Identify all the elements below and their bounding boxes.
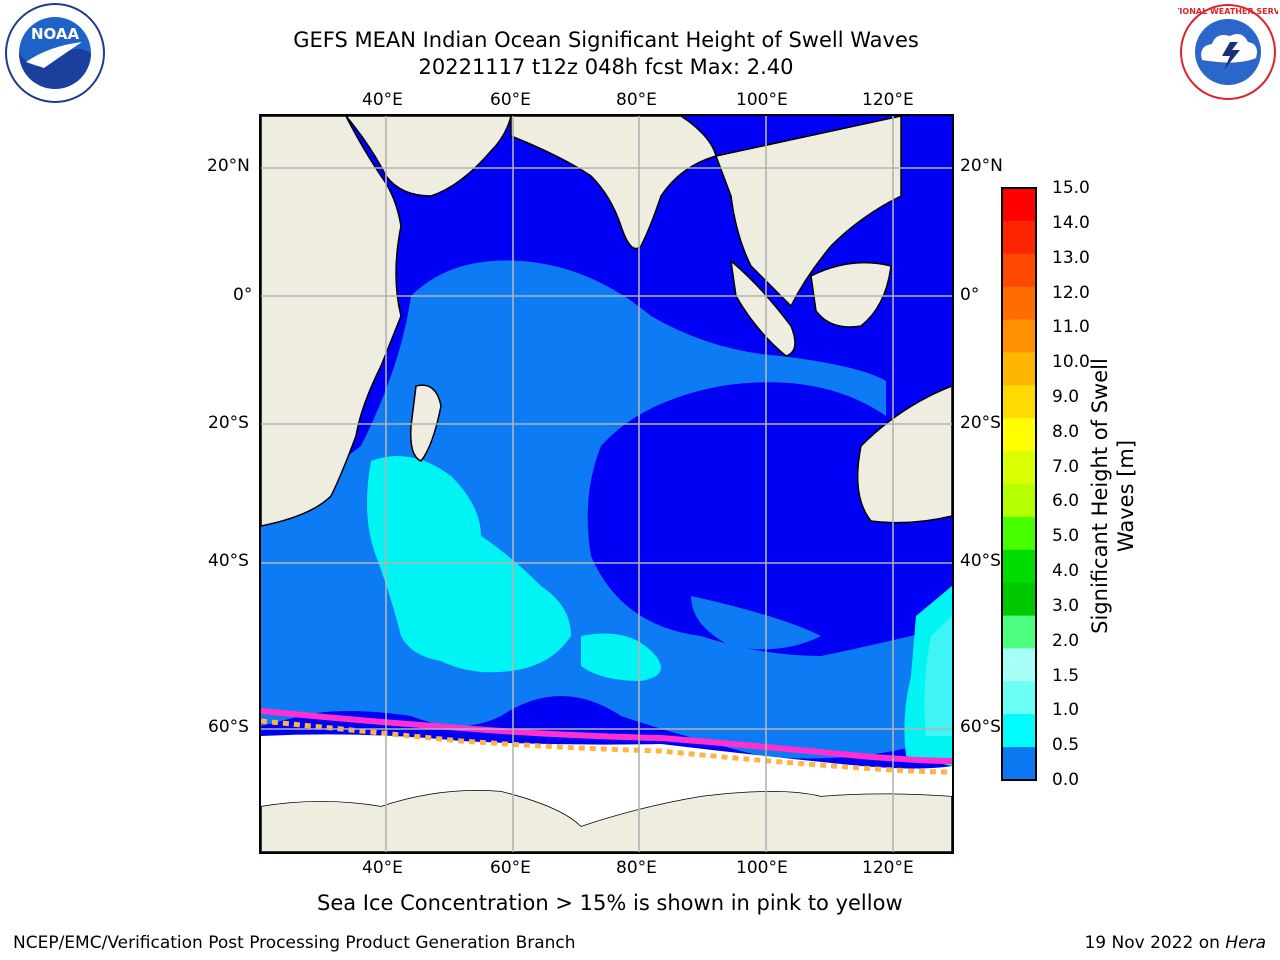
colorbar-tick-label: 2.0 (1052, 630, 1080, 651)
map-canvas (261, 116, 952, 852)
colorbar-cell (1002, 484, 1036, 518)
footer-right: 19 Nov 2022 on Hera (1084, 933, 1266, 953)
nws-logo-text: NATIONAL WEATHER SERVICE (1178, 7, 1278, 16)
colorbar-tick-label: 14.0 (1052, 212, 1090, 233)
bottom-lon-label-40e: 40°E (362, 858, 403, 878)
sea-ice-caption: Sea Ice Concentration > 15% is shown in … (317, 891, 903, 915)
noaa-logo: NOAA (5, 3, 105, 103)
colorbar-cell (1002, 253, 1036, 288)
left-lat-label-60s: 60°S (208, 717, 249, 737)
sea-ice-zone (261, 734, 952, 826)
swell-1.5-2m-peak (924, 616, 952, 736)
colorbar-tick-label: 9.0 (1052, 386, 1080, 407)
colorbar-tick-label: 5.0 (1052, 526, 1080, 547)
colorbar-cell (1002, 319, 1036, 353)
colorbar-title-line1: Significant Height of Swell (1088, 358, 1112, 634)
bottom-lon-label-60e: 60°E (490, 858, 531, 878)
swell-1-1.5m-southwest (367, 456, 571, 673)
top-lon-label-100e: 100°E (736, 90, 788, 110)
swell-1-1.5m-kerguelen (581, 633, 661, 681)
colorbar-cell (1002, 220, 1036, 255)
colorbar-cell (1002, 615, 1036, 649)
colorbar-tick-label: 3.0 (1052, 595, 1080, 616)
bottom-lon-label-100e: 100°E (736, 858, 788, 878)
colorbar-cell (1002, 188, 1036, 222)
right-lat-label-20s: 20°S (960, 413, 1001, 433)
australia-land (856, 385, 952, 524)
colorbar-tick-label: 1.0 (1052, 700, 1080, 721)
arabia-land (345, 116, 512, 197)
right-lat-label-0: 0° (960, 285, 980, 305)
colorbar (1001, 187, 1037, 781)
map-frame (259, 114, 954, 854)
colorbar-tick-label: 12.0 (1052, 282, 1090, 303)
colorbar-tick-label: 6.0 (1052, 491, 1080, 512)
footer-date: 19 Nov 2022 on (1084, 933, 1226, 953)
colorbar-cell (1002, 582, 1036, 617)
right-lat-label-20n: 20°N (960, 156, 1003, 176)
left-lat-label-20s: 20°S (208, 413, 249, 433)
colorbar-title: Significant Height of Swell Waves [m] (1073, 320, 1153, 660)
colorbar-tick-label: 13.0 (1052, 247, 1090, 268)
colorbar-tick-label: 0.5 (1052, 735, 1080, 756)
colorbar-tick-label: 10.0 (1052, 352, 1090, 373)
indochina-land (714, 116, 902, 308)
colorbar-cell (1002, 714, 1036, 748)
colorbar-tick-label: 0.0 (1052, 770, 1080, 790)
top-lon-label-80e: 80°E (616, 90, 657, 110)
nws-logo: NATIONAL WEATHER SERVICE (1178, 4, 1278, 100)
colorbar-cell (1002, 385, 1036, 419)
map-title: GEFS MEAN Indian Ocean Significant Heigh… (293, 28, 919, 52)
noaa-logo-text: NOAA (31, 25, 80, 43)
left-lat-label-40s: 40°S (208, 551, 249, 571)
bottom-lon-label-80e: 80°E (616, 858, 657, 878)
bottom-lon-label-120e: 120°E (862, 858, 914, 878)
sea-ice-edge-orange (261, 718, 952, 775)
madagascar-land (409, 384, 442, 462)
colorbar-tick-label: 15.0 (1052, 178, 1090, 198)
left-lat-label-20n: 20°N (207, 156, 250, 176)
top-lon-label-120e: 120°E (862, 90, 914, 110)
colorbar-cell (1002, 681, 1036, 715)
right-lat-label-60s: 60°S (960, 717, 1001, 737)
sea-ice-edge-pink (261, 708, 952, 764)
colorbar-tick-label: 1.5 (1052, 665, 1080, 686)
sumatra-land (729, 259, 796, 357)
right-lat-label-40s: 40°S (960, 551, 1001, 571)
colorbar-cell (1002, 286, 1036, 321)
colorbar-tick-label: 4.0 (1052, 561, 1080, 582)
colorbar-cell (1002, 418, 1036, 452)
top-lon-label-40e: 40°E (362, 90, 403, 110)
footer-left: NCEP/EMC/Verification Post Processing Pr… (13, 933, 576, 953)
colorbar-cell (1002, 747, 1036, 781)
swell-0.5-1m-south (691, 596, 821, 650)
graticule (261, 116, 952, 852)
colorbar-tick-label: 8.0 (1052, 421, 1080, 442)
colorbar-cell (1002, 549, 1036, 584)
colorbar-cell (1002, 648, 1036, 682)
footer-host: Hera (1225, 933, 1266, 953)
top-lon-label-60e: 60°E (490, 90, 531, 110)
left-lat-label-0: 0° (233, 285, 253, 305)
colorbar-cell (1002, 516, 1036, 551)
colorbar-cell (1002, 352, 1036, 386)
borneo-java-land (810, 261, 892, 328)
colorbar-title-line2: Waves [m] (1114, 439, 1138, 553)
colorbar-tick-label: 7.0 (1052, 456, 1080, 477)
colorbar-tick-label: 11.0 (1052, 317, 1090, 338)
map-subtitle: 20221117 t12z 048h fcst Max: 2.40 (418, 55, 794, 79)
colorbar-cell (1002, 451, 1036, 485)
